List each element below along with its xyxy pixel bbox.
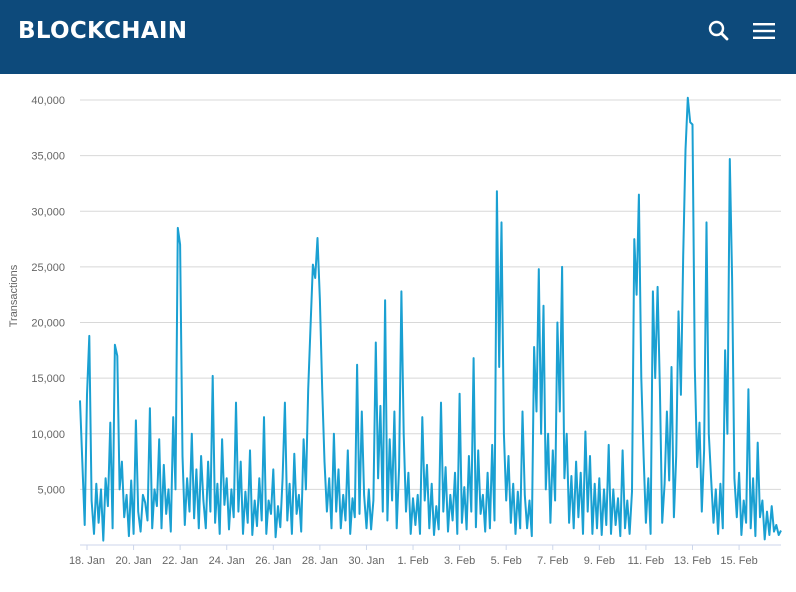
x-axis: 18. Jan 20. Jan 22. Jan 24. Jan 26. Jan 28. J… [69, 544, 781, 567]
x-tick-label: 13. Feb [674, 555, 711, 567]
x-tick-label: 26. Jan [255, 555, 291, 567]
x-tick-label: 7. Feb [537, 555, 568, 567]
search-icon[interactable] [707, 19, 731, 43]
x-tick-label: 20. Jan [116, 555, 152, 567]
y-tick-label: 15,000 [31, 373, 65, 385]
top-navbar: BLOCKCHAIN [0, 0, 796, 74]
transactions-series-line [79, 96, 782, 542]
x-tick-label: 5. Feb [491, 555, 522, 567]
x-tick-label: 3. Feb [444, 555, 475, 567]
y-tick-label: 10,000 [31, 429, 65, 441]
x-tick-label: 9. Feb [584, 555, 615, 567]
y-axis-ticks: 5,000 10,000 15,000 20,000 25,000 30,000 35,00… [31, 95, 65, 496]
x-tick-label: 28. Jan [302, 555, 338, 567]
hamburger-menu-icon[interactable] [751, 20, 777, 42]
blockchain-logo[interactable]: BLOCKCHAIN [18, 18, 188, 44]
y-tick-label: 20,000 [31, 318, 65, 330]
x-tick-label: 24. Jan [209, 555, 245, 567]
y-tick-label: 30,000 [31, 206, 65, 218]
chart-svg: 5,000 10,000 15,000 20,000 25,000 30,000 35,00… [8, 95, 782, 567]
x-tick-label: 11. Feb [628, 555, 665, 567]
x-tick-label: 15. Feb [720, 555, 757, 567]
y-tick-label: 35,000 [31, 151, 65, 163]
x-tick-label: 18. Jan [69, 555, 105, 567]
y-tick-label: 5,000 [37, 484, 65, 496]
x-tick-label: 22. Jan [162, 555, 198, 567]
y-axis-title: Transactions [8, 264, 20, 327]
y-tick-label: 25,000 [31, 262, 65, 274]
x-tick-label: 30. Jan [348, 555, 384, 567]
y-tick-label: 40,000 [31, 95, 65, 107]
x-tick-label: 1. Feb [397, 555, 428, 567]
transactions-chart: 5,000 10,000 15,000 20,000 25,000 30,000 35,00… [0, 74, 796, 587]
